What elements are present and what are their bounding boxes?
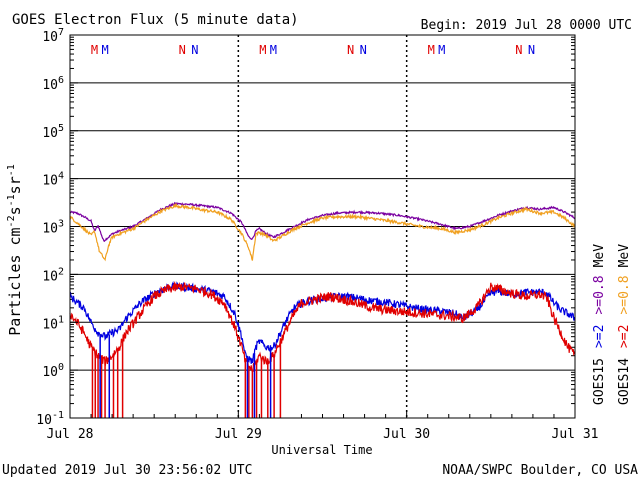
y-tick-label: 105	[42, 123, 64, 141]
event-marker: M	[270, 43, 277, 57]
y-tick-label: 102	[42, 266, 64, 284]
chart-title: GOES Electron Flux (5 minute data)	[12, 12, 299, 28]
y-tick-label: 101	[42, 314, 64, 332]
y-tick-label: 100	[42, 362, 64, 380]
legend-goes14-unit: MeV	[617, 244, 632, 268]
x-axis-label: Universal Time	[271, 443, 372, 457]
event-marker: N	[179, 43, 186, 57]
event-marker: M	[91, 43, 98, 57]
y-tick-labels: 107 106 105 104 103 102 101 100 10-1	[36, 27, 78, 428]
series-line-1	[69, 202, 576, 262]
event-marker: N	[515, 43, 522, 57]
event-marker: N	[191, 43, 198, 57]
y-tick-label: 103	[42, 219, 64, 237]
x-tick-label: Jul 31	[552, 427, 599, 442]
begin-label: Begin: 2019 Jul 28 0000 UTC	[421, 18, 632, 33]
x-tick-label: Jul 30	[383, 427, 430, 442]
y-tick-label: 104	[42, 171, 64, 189]
series-line-0	[69, 201, 576, 242]
legend-goes15-2mev: >=2	[592, 325, 607, 348]
legend-goes14: GOES14 >=2 >=0.8 MeV	[617, 244, 632, 405]
series-line-3	[69, 280, 576, 373]
legend-goes15: GOES15 >=2 >=0.8 MeV	[592, 244, 607, 405]
event-marker: N	[360, 43, 367, 57]
legend-goes14-08mev: >=0.8	[617, 275, 632, 314]
series-lines	[69, 201, 576, 418]
y-tick-label: 106	[42, 75, 64, 93]
updated-label: Updated 2019 Jul 30 23:56:02 UTC	[2, 463, 252, 478]
grid-lines	[69, 35, 576, 418]
credit-label: NOAA/SWPC Boulder, CO USA	[442, 463, 638, 478]
y-axis-label: Particles cm-2s-1sr-1	[6, 164, 24, 336]
event-marker: M	[428, 43, 435, 57]
legend-goes14-label: GOES14	[617, 358, 632, 405]
event-marker: M	[259, 43, 266, 57]
legend-goes15-08mev: >=0.8	[592, 275, 607, 314]
y-tick-label: 107	[42, 27, 64, 45]
legend-goes15-unit: MeV	[592, 244, 607, 268]
y-tick-label: 10-1	[36, 410, 64, 428]
event-marker: N	[347, 43, 354, 57]
legend-goes15-label: GOES15	[592, 358, 607, 405]
series-line-2	[69, 280, 576, 364]
event-marker: M	[101, 43, 108, 57]
x-tick-labels: Jul 28 Jul 29 Jul 30 Jul 31	[47, 427, 599, 442]
event-marker: N	[528, 43, 535, 57]
legend-goes14-2mev: >=2	[617, 325, 632, 348]
event-marker: M	[438, 43, 445, 57]
x-tick-label: Jul 29	[215, 427, 262, 442]
x-tick-label: Jul 28	[47, 427, 94, 442]
